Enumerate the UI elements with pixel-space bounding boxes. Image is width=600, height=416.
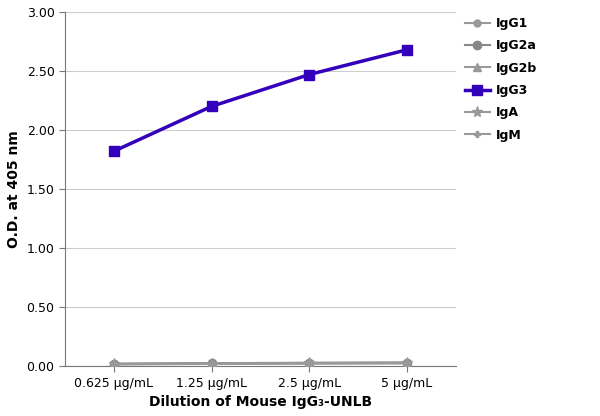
IgG1 <box>208 361 215 366</box>
IgG1 <box>404 360 411 365</box>
IgM <box>404 361 411 366</box>
IgA <box>306 361 313 366</box>
IgG2a <box>110 361 118 366</box>
IgA <box>404 361 411 366</box>
IgA <box>208 361 215 366</box>
IgG2a <box>306 360 313 365</box>
Y-axis label: O.D. at 405 nm: O.D. at 405 nm <box>7 130 21 248</box>
Line: IgG3: IgG3 <box>109 45 412 156</box>
Line: IgG2a: IgG2a <box>110 358 411 368</box>
Legend: IgG1, IgG2a, IgG2b, IgG3, IgA, IgM: IgG1, IgG2a, IgG2b, IgG3, IgA, IgM <box>460 12 542 147</box>
Line: IgG1: IgG1 <box>110 359 410 367</box>
Line: IgA: IgA <box>108 358 413 370</box>
IgG3 <box>306 72 313 77</box>
IgG1 <box>110 362 118 366</box>
IgM <box>306 361 313 366</box>
IgG2b <box>306 360 313 365</box>
Line: IgG2b: IgG2b <box>110 359 411 368</box>
IgG2b <box>208 361 215 366</box>
Line: IgM: IgM <box>110 360 410 368</box>
IgG3 <box>404 47 411 52</box>
IgG3 <box>110 149 118 154</box>
IgG2a <box>404 360 411 365</box>
IgG2a <box>208 361 215 366</box>
IgM <box>208 362 215 366</box>
IgG2b <box>404 360 411 365</box>
IgM <box>110 362 118 367</box>
IgG3 <box>208 104 215 109</box>
IgA <box>110 362 118 366</box>
X-axis label: Dilution of Mouse IgG₃-UNLB: Dilution of Mouse IgG₃-UNLB <box>149 395 372 409</box>
IgG1 <box>306 361 313 366</box>
IgG2b <box>110 362 118 366</box>
